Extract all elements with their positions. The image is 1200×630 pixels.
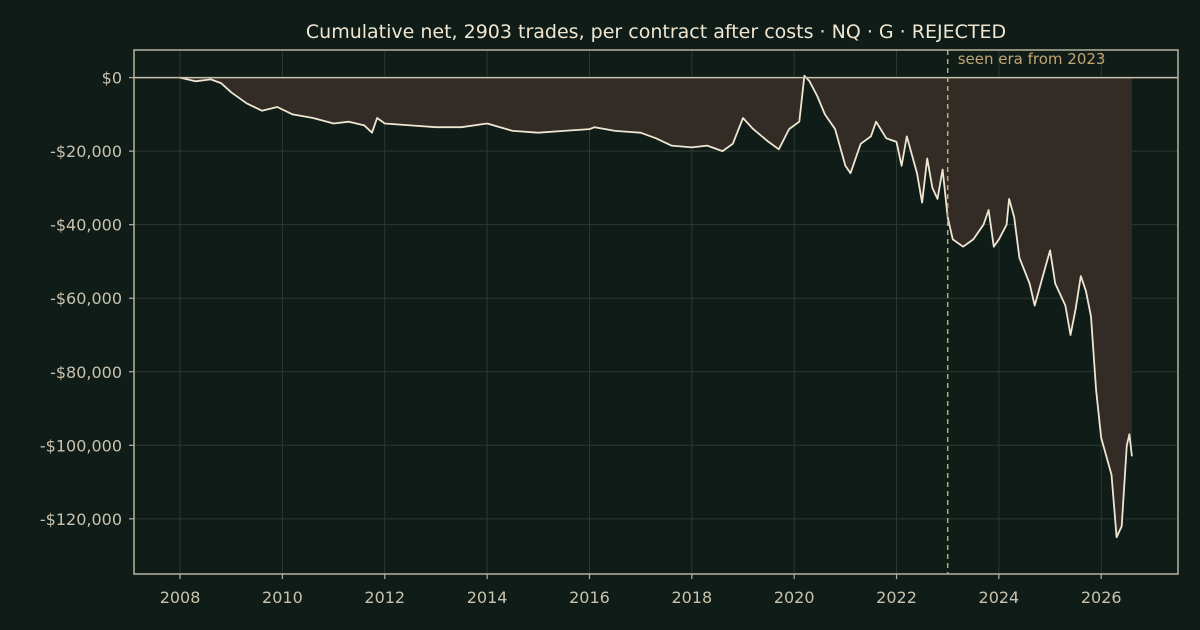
y-tick-label: $0 [102, 69, 122, 88]
y-tick-label: -$120,000 [40, 510, 122, 529]
plot-frame [133, 49, 1179, 575]
seen-era-label: seen era from 2023 [958, 50, 1106, 68]
x-tick-label: 2026 [1081, 588, 1122, 607]
x-axis: 2008 2010 2012 2014 2016 2018 2020 2022 2024 2026 [160, 574, 1122, 607]
x-tick-label: 2016 [569, 588, 610, 607]
x-tick-label: 2024 [979, 588, 1020, 607]
y-axis: $0 -$20,000 -$40,000 -$60,000 -$80,000 -$100,… [40, 69, 134, 529]
overlay-layer: seen era from 2023 [134, 50, 1178, 574]
y-tick-label: -$40,000 [50, 216, 122, 235]
area-layer [180, 75, 1132, 538]
x-tick-label: 2022 [876, 588, 917, 607]
chart-title: Cumulative net, 2903 trades, per contrac… [306, 21, 1006, 43]
x-tick-label: 2020 [774, 588, 815, 607]
x-tick-label: 2014 [467, 588, 508, 607]
x-tick-label: 2010 [262, 588, 303, 607]
drawdown-area [180, 75, 1132, 538]
x-tick-label: 2008 [160, 588, 201, 607]
x-tick-label: 2012 [364, 588, 405, 607]
y-tick-label: -$80,000 [50, 363, 122, 382]
y-tick-label: -$100,000 [40, 436, 122, 455]
cumulative-net-line [179, 74, 1133, 539]
y-tick-label: -$20,000 [50, 142, 122, 161]
y-tick-label: -$60,000 [50, 289, 122, 308]
line-layer [179, 74, 1133, 539]
x-tick-label: 2018 [671, 588, 712, 607]
